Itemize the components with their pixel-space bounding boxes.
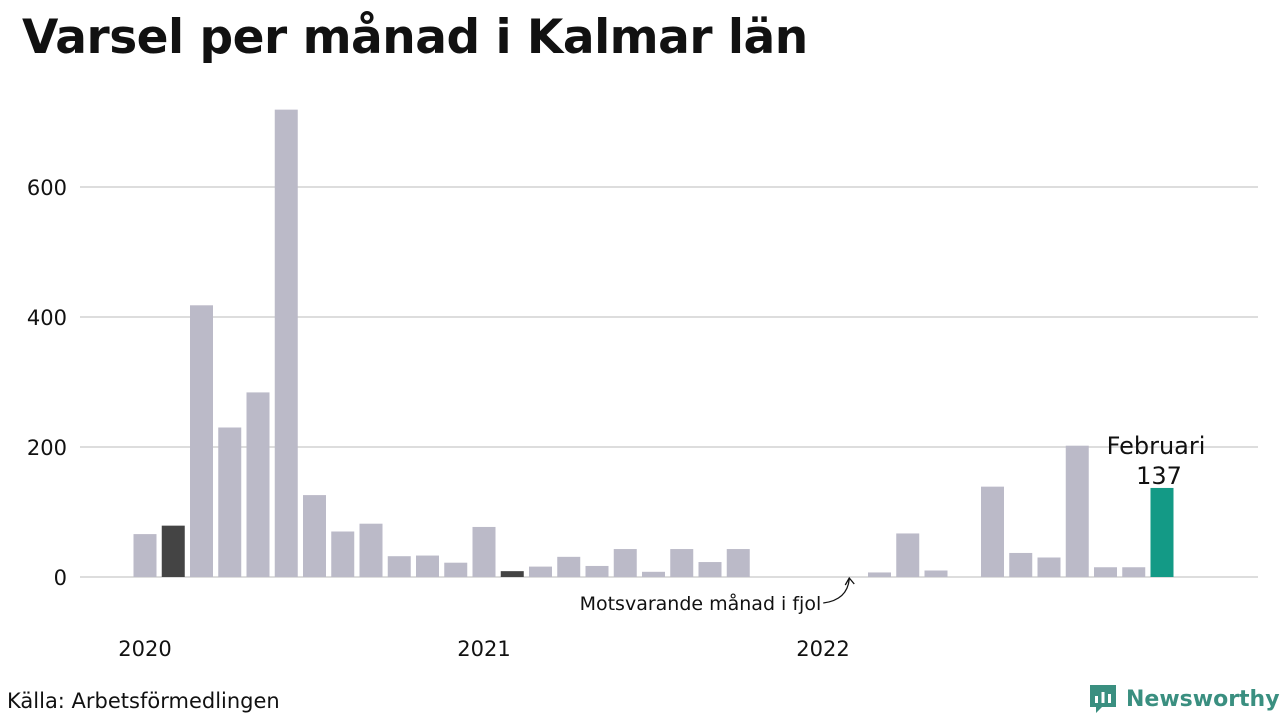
bar [274,109,298,578]
annotation-arrow [823,578,850,604]
bar [500,571,524,577]
bar [585,565,609,577]
bar [924,570,948,577]
bar [642,571,665,577]
bar [190,305,213,577]
y-tick-label: 200 [27,436,67,460]
x-tick-label: 2020 [118,637,171,661]
highlight-label: Februari [1107,432,1206,460]
bar [1122,567,1146,577]
bar [896,533,920,577]
bar [557,556,581,577]
bar [218,427,242,577]
x-axis-labels: 2020 2021 2022 [118,637,849,661]
x-tick-label: 2021 [457,637,510,661]
y-tick-label: 400 [27,306,67,330]
bar [529,566,552,577]
bar [246,392,270,577]
bar [726,549,750,577]
bar-chart-bubble-icon [1090,685,1116,713]
brand-logo: Newsworthy [1088,683,1280,715]
bar [331,531,355,577]
bar [1065,445,1089,577]
bar [359,523,383,577]
bar [868,572,891,577]
bar [303,495,326,577]
bar [387,556,411,577]
bar [1037,557,1061,577]
y-axis-ticks: 0 200 400 600 [27,176,67,590]
bars [133,109,1174,578]
highlight-value: 137 [1136,462,1182,490]
y-tick-label: 600 [27,176,67,200]
x-tick-label: 2022 [796,637,849,661]
bar [981,486,1004,577]
bar [698,562,722,577]
bar [133,534,157,577]
annotation-arrowhead [844,576,855,586]
y-tick-label: 0 [54,566,67,590]
bar [161,525,185,577]
bar [1094,567,1117,577]
bar [444,562,468,577]
annotation-text: Motsvarande månad i fjol [580,592,822,615]
bar [670,549,694,577]
chart-title: Varsel per månad i Kalmar län [22,10,808,65]
bar [472,526,496,577]
brand-name: Newsworthy [1126,686,1280,712]
bar [1009,552,1033,577]
source-note: Källa: Arbetsförmedlingen [7,689,280,713]
bar [1150,487,1174,577]
bar [613,549,637,577]
bar [416,555,439,577]
